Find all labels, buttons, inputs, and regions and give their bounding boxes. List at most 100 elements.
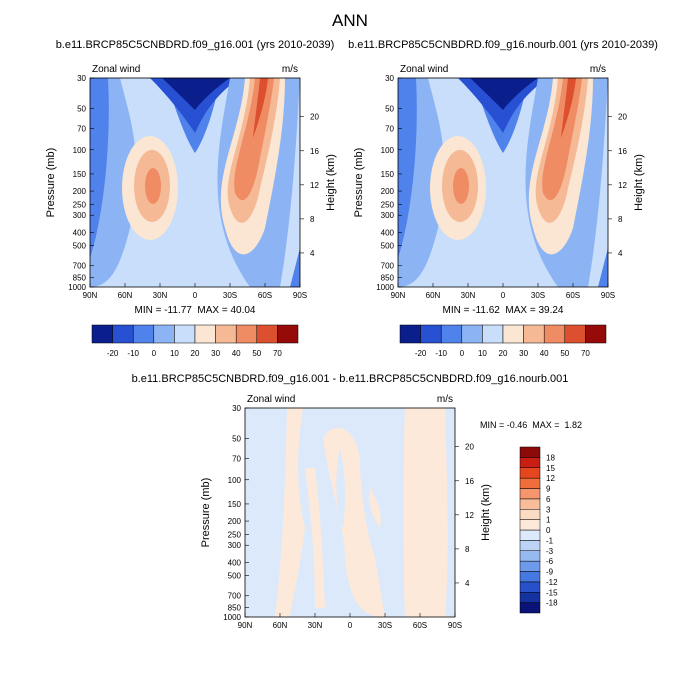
y-tick-label: 500 — [73, 242, 87, 251]
colorbar-box — [174, 324, 196, 344]
colorbar-box — [502, 324, 524, 344]
colorbar-box — [519, 446, 541, 458]
colorbar-label: 10 — [478, 349, 487, 358]
colorbar-box — [519, 560, 541, 572]
y-tick-label: 50 — [232, 434, 241, 443]
y2-tick-label: 12 — [465, 511, 474, 520]
colorbar-box — [420, 324, 442, 344]
colorbar-box — [519, 509, 541, 520]
colorbar-label: 9 — [546, 485, 551, 494]
x-tick-label: 30S — [531, 291, 545, 300]
colorbar-label: -18 — [546, 599, 558, 608]
colorbar-label: -1 — [546, 536, 554, 545]
y2-tick-label: 4 — [310, 249, 315, 258]
x-tick-label: 60S — [413, 621, 427, 630]
x-tick-label: 90S — [601, 291, 615, 300]
colorbar-label: -10 — [435, 349, 447, 358]
colorbar-label: 30 — [519, 349, 528, 358]
colorbar-box — [585, 324, 607, 344]
y-tick-label: 400 — [73, 228, 87, 237]
colorbar-box — [519, 540, 541, 551]
colorbar-label: 50 — [252, 349, 261, 358]
y-tick-label: 250 — [73, 200, 87, 209]
y-tick-label: 500 — [228, 572, 242, 581]
x-tick-label: 30N — [153, 291, 168, 300]
y-tick-label: 150 — [228, 500, 242, 509]
colorbar-box — [519, 581, 541, 593]
min-max: MIN = -11.77 MAX = 40.04 — [135, 305, 256, 316]
colorbar-box — [519, 602, 541, 614]
colorbar-box — [523, 324, 545, 344]
colorbar-label: 70 — [273, 349, 282, 358]
panel-title: b.e11.BRCP85C5CNBDRD.f09_g16.001 (yrs 20… — [56, 39, 335, 51]
colorbar-label: 6 — [546, 495, 551, 504]
colorbar-box — [519, 550, 541, 562]
x-tick-label: 90S — [448, 621, 462, 630]
y-tick-label: 400 — [228, 558, 242, 567]
colorbar-label: 50 — [560, 349, 569, 358]
x-tick-label: 60N — [273, 621, 288, 630]
x-tick-label: 90N — [238, 621, 253, 630]
colorbar-label: 40 — [232, 349, 241, 358]
y2-axis-label: Height (km) — [325, 154, 337, 211]
colorbar-label: 40 — [540, 349, 549, 358]
colorbar-label: 70 — [581, 349, 590, 358]
y-tick-label: 700 — [381, 262, 395, 271]
colorbar-box — [132, 324, 155, 344]
y2-tick-label: 8 — [465, 545, 470, 554]
y-tick-label: 250 — [381, 200, 395, 209]
x-tick-label: 0 — [501, 291, 506, 300]
y-tick-label: 1000 — [376, 283, 394, 292]
left-label: Zonal wind — [247, 394, 295, 405]
x-tick-label: 90N — [391, 291, 406, 300]
colorbar-label: -12 — [546, 578, 558, 587]
y2-tick-label: 8 — [310, 215, 315, 224]
colorbar-box — [440, 324, 463, 344]
y-tick-label: 30 — [385, 74, 394, 83]
colorbar-label: 1 — [546, 516, 551, 525]
colorbar-box — [482, 324, 504, 344]
contour-field — [245, 408, 455, 617]
colorbar-box — [256, 324, 278, 344]
min-max: MIN = -11.62 MAX = 39.24 — [443, 305, 564, 316]
right-label: m/s — [590, 64, 606, 75]
left-label: Zonal wind — [92, 64, 140, 75]
y2-tick-label: 4 — [618, 249, 623, 258]
x-tick-label: 90S — [293, 291, 307, 300]
panel-title: b.e11.BRCP85C5CNBDRD.f09_g16.nourb.001 (… — [348, 39, 658, 51]
y-tick-label: 150 — [73, 170, 87, 179]
colorbar-box — [543, 324, 566, 344]
y-tick-label: 250 — [228, 530, 242, 539]
x-tick-label: 30S — [378, 621, 392, 630]
right-label: m/s — [437, 394, 453, 405]
figure-title: ANN — [332, 11, 368, 30]
y-tick-label: 70 — [77, 125, 86, 134]
x-tick-label: 60S — [258, 291, 272, 300]
y2-tick-label: 4 — [465, 579, 470, 588]
colorbar-box — [519, 457, 541, 468]
colorbar-label: 0 — [460, 349, 465, 358]
colorbar-label: -10 — [127, 349, 139, 358]
colorbar-label: 18 — [546, 453, 555, 462]
colorbar-box — [519, 477, 541, 489]
y2-axis-label: Height (km) — [633, 154, 645, 211]
y-tick-label: 150 — [381, 170, 395, 179]
y-tick-label: 700 — [228, 592, 242, 601]
y2-tick-label: 12 — [310, 181, 319, 190]
colorbar-label: -20 — [415, 349, 427, 358]
y-tick-label: 300 — [73, 211, 87, 220]
x-tick-label: 0 — [193, 291, 198, 300]
x-tick-label: 30S — [223, 291, 237, 300]
y-tick-label: 200 — [381, 187, 395, 196]
colorbar-box — [519, 571, 541, 583]
x-tick-label: 60N — [118, 291, 133, 300]
colorbar-label: 0 — [152, 349, 157, 358]
y2-tick-label: 20 — [310, 113, 319, 122]
colorbar-label: 20 — [191, 349, 200, 358]
y-tick-label: 400 — [381, 228, 395, 237]
colorbar-label: -15 — [546, 588, 558, 597]
colorbar-box — [277, 324, 299, 344]
x-tick-label: 90N — [83, 291, 98, 300]
y-tick-label: 1000 — [223, 613, 241, 622]
